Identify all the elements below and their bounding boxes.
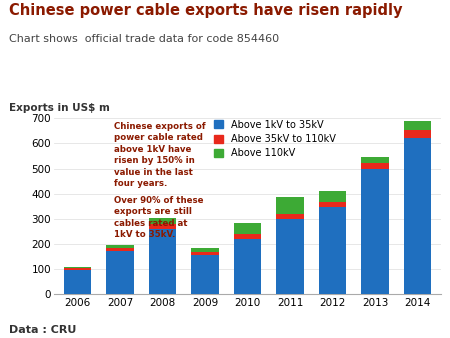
Bar bbox=[106, 248, 134, 251]
Bar bbox=[191, 248, 219, 252]
Bar bbox=[404, 121, 432, 129]
Bar bbox=[148, 224, 176, 229]
Bar bbox=[361, 169, 389, 294]
Bar bbox=[63, 270, 91, 294]
Bar bbox=[191, 252, 219, 255]
Bar bbox=[404, 138, 432, 294]
Bar bbox=[234, 223, 261, 234]
Bar bbox=[276, 214, 304, 219]
Bar bbox=[361, 164, 389, 169]
Text: Chart shows  official trade data for code 854460: Chart shows official trade data for code… bbox=[9, 34, 279, 44]
Bar bbox=[319, 208, 346, 294]
Bar bbox=[319, 191, 346, 202]
Bar bbox=[63, 268, 91, 270]
Legend: Above 1kV to 35kV, Above 35kV to 110kV, Above 110kV: Above 1kV to 35kV, Above 35kV to 110kV, … bbox=[214, 120, 336, 159]
Bar bbox=[148, 218, 176, 224]
Bar bbox=[319, 202, 346, 208]
Text: Data : CRU: Data : CRU bbox=[9, 324, 77, 335]
Bar bbox=[106, 251, 134, 294]
Text: Over 90% of these
exports are still
cables rated at
1kV to 35kV.: Over 90% of these exports are still cabl… bbox=[114, 196, 203, 239]
Bar bbox=[276, 197, 304, 214]
Text: Chinese power cable exports have risen rapidly: Chinese power cable exports have risen r… bbox=[9, 3, 402, 18]
Text: Chinese exports of
power cable rated
above 1kV have
risen by 150% in
value in th: Chinese exports of power cable rated abo… bbox=[114, 122, 206, 188]
Bar bbox=[234, 234, 261, 239]
Bar bbox=[276, 219, 304, 294]
Bar bbox=[361, 157, 389, 164]
Bar bbox=[148, 229, 176, 294]
Bar bbox=[404, 129, 432, 138]
Bar bbox=[63, 267, 91, 268]
Bar bbox=[191, 255, 219, 294]
Bar bbox=[106, 245, 134, 248]
Bar bbox=[234, 239, 261, 294]
Text: Exports in US$ m: Exports in US$ m bbox=[9, 103, 110, 113]
